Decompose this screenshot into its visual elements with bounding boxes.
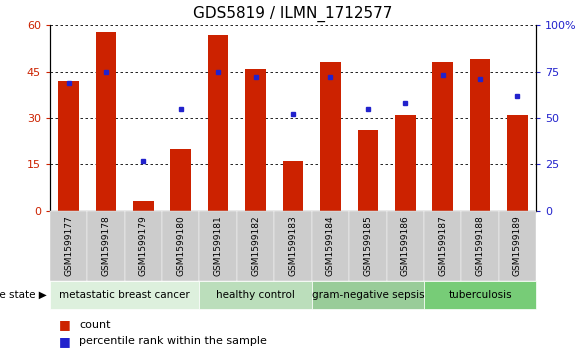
Bar — [470, 59, 490, 211]
Text: GDS5819 / ILMN_1712577: GDS5819 / ILMN_1712577 — [193, 5, 393, 22]
Bar — [282, 161, 304, 211]
Bar — [246, 69, 266, 211]
Text: GSM1599182: GSM1599182 — [251, 216, 260, 276]
Text: GSM1599181: GSM1599181 — [214, 216, 223, 276]
Bar — [395, 115, 415, 211]
Text: GSM1599189: GSM1599189 — [513, 216, 522, 276]
Text: GSM1599177: GSM1599177 — [64, 216, 73, 276]
Text: disease state ▶: disease state ▶ — [0, 290, 47, 300]
Text: healthy control: healthy control — [216, 290, 295, 300]
Text: GSM1599179: GSM1599179 — [139, 216, 148, 276]
Bar — [507, 115, 528, 211]
Text: GSM1599188: GSM1599188 — [476, 216, 485, 276]
Text: GSM1599178: GSM1599178 — [101, 216, 110, 276]
Text: GSM1599180: GSM1599180 — [176, 216, 185, 276]
Bar — [133, 201, 154, 211]
Text: ■: ■ — [59, 335, 70, 348]
Text: percentile rank within the sample: percentile rank within the sample — [79, 336, 267, 346]
Text: tuberculosis: tuberculosis — [448, 290, 512, 300]
Text: count: count — [79, 320, 111, 330]
Bar — [58, 81, 79, 211]
Text: metastatic breast cancer: metastatic breast cancer — [59, 290, 190, 300]
Bar — [357, 130, 378, 211]
Text: GSM1599184: GSM1599184 — [326, 216, 335, 276]
Bar — [171, 149, 191, 211]
Text: ■: ■ — [59, 318, 70, 331]
Bar — [320, 62, 340, 211]
Bar — [96, 32, 116, 211]
Text: gram-negative sepsis: gram-negative sepsis — [312, 290, 424, 300]
Text: GSM1599186: GSM1599186 — [401, 216, 410, 276]
Text: GSM1599185: GSM1599185 — [363, 216, 372, 276]
Text: GSM1599183: GSM1599183 — [288, 216, 298, 276]
Bar — [432, 62, 453, 211]
Text: GSM1599187: GSM1599187 — [438, 216, 447, 276]
Bar — [208, 35, 229, 211]
